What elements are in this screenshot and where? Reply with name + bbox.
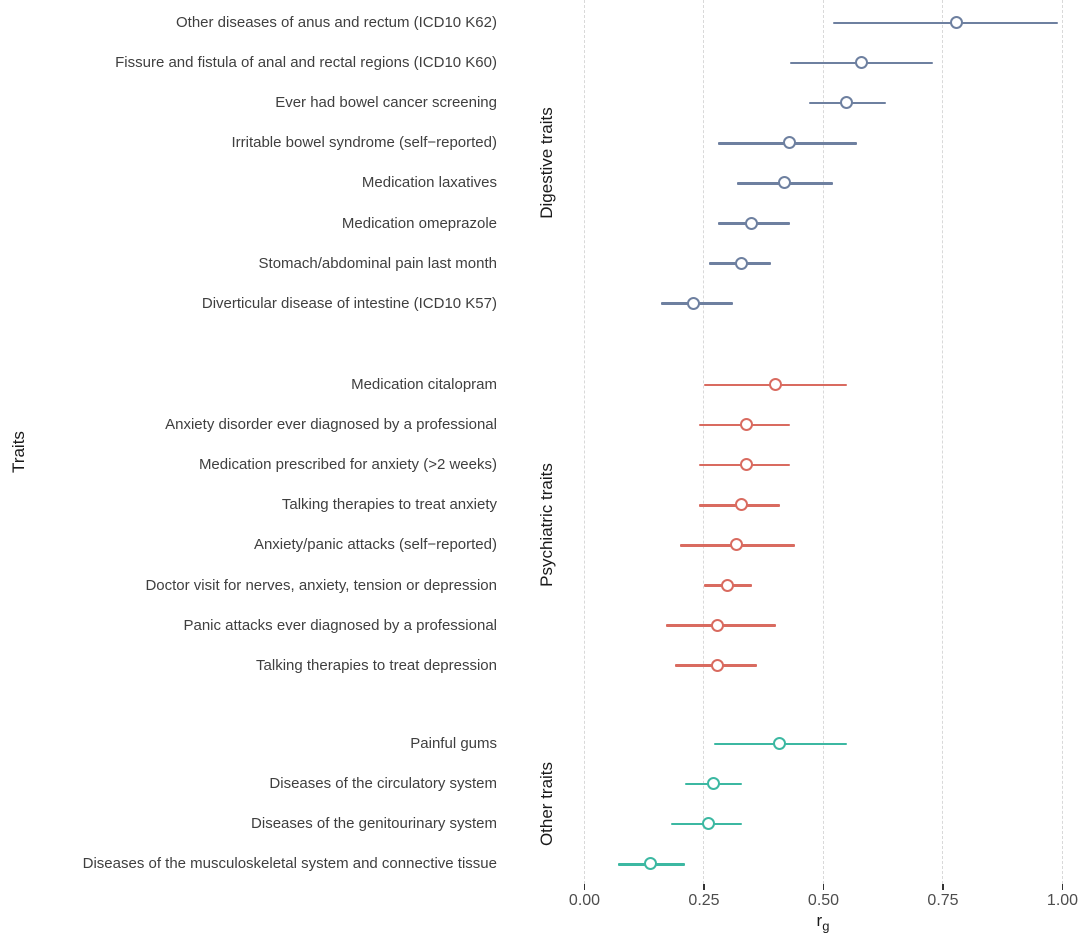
x-axis-tick-label: 0.50 xyxy=(807,892,840,909)
group-strip-label: Digestive traits xyxy=(537,107,556,220)
rg-point-marker xyxy=(687,296,701,310)
rg-point-marker xyxy=(720,578,734,592)
x-axis-tick-label: 0.25 xyxy=(688,892,720,909)
rg-point-marker xyxy=(744,216,758,230)
rg-point-marker xyxy=(735,498,749,512)
rg-point-marker xyxy=(711,618,725,632)
x-axis-title-subscript: g xyxy=(822,918,830,934)
x-axis-tick xyxy=(942,884,944,890)
gridline xyxy=(822,0,824,884)
trait-label: Fissure and fistula of anal and rectal r… xyxy=(115,54,497,72)
x-axis-title: rg xyxy=(817,911,830,933)
rg-point-marker xyxy=(783,136,797,150)
x-axis-tick-label: 0.75 xyxy=(927,892,959,909)
trait-label: Painful gums xyxy=(410,735,497,752)
trait-label: Panic attacks ever diagnosed by a profes… xyxy=(183,616,497,634)
rg-point-marker xyxy=(730,538,744,552)
x-axis-tick-label: 1.00 xyxy=(1046,892,1079,909)
rg-point-marker xyxy=(711,658,725,672)
trait-label: Diseases of the genitourinary system xyxy=(251,815,497,833)
rg-point-marker xyxy=(740,418,754,432)
gridline xyxy=(583,0,585,884)
rg-point-marker xyxy=(735,256,749,270)
x-axis-title-base: r xyxy=(816,911,823,930)
trait-label: Irritable bowel syndrome (self−reported) xyxy=(231,134,497,152)
trait-label: Diseases of the circulatory system xyxy=(269,775,497,793)
rg-point-marker xyxy=(854,56,868,70)
trait-label: Talking therapies to treat anxiety xyxy=(281,496,497,514)
trait-label: Diverticular disease of intestine (ICD10… xyxy=(201,294,497,312)
trait-label: Stomach/abdominal pain last month xyxy=(258,254,497,272)
trait-label: Medication prescribed for anxiety (>2 we… xyxy=(198,456,497,474)
trait-label: Anxiety/panic attacks (self−reported) xyxy=(253,536,497,554)
trait-label: Diseases of the musculoskeletal system a… xyxy=(82,855,497,873)
trait-label: Medication citalopram xyxy=(351,376,497,393)
gridline xyxy=(1061,0,1063,884)
rg-point-marker xyxy=(644,857,658,871)
x-axis-tick-label: 0.00 xyxy=(568,892,601,909)
x-axis-tick xyxy=(583,884,586,890)
rg-point-marker xyxy=(701,817,715,831)
gridline xyxy=(703,0,705,884)
trait-label: Doctor visit for nerves, anxiety, tensio… xyxy=(145,576,497,594)
trait-label: Medication omeprazole xyxy=(341,214,497,232)
gridline xyxy=(942,0,944,884)
trait-label: Anxiety disorder ever diagnosed by a pro… xyxy=(165,416,497,434)
rg-point-marker xyxy=(740,458,754,472)
rg-point-marker xyxy=(950,16,964,29)
x-axis-tick xyxy=(703,884,705,890)
trait-label: Other diseases of anus and rectum (ICD10… xyxy=(176,14,497,31)
rg-point-marker xyxy=(773,737,787,750)
group-strip-label: Psychiatric traits xyxy=(537,463,556,588)
rg-point-marker xyxy=(778,176,792,190)
x-axis-tick xyxy=(822,884,825,890)
rg-point-marker xyxy=(768,378,782,391)
trait-label: Talking therapies to treat depression xyxy=(256,656,497,674)
rg-point-marker xyxy=(706,777,720,791)
group-strip-label: Other traits xyxy=(537,762,556,847)
rg-point-marker xyxy=(840,96,854,110)
x-axis-tick xyxy=(1061,884,1064,890)
trait-label: Medication laxatives xyxy=(361,174,497,192)
trait-label: Ever had bowel cancer screening xyxy=(275,94,497,112)
confidence-interval-line xyxy=(833,21,1058,25)
